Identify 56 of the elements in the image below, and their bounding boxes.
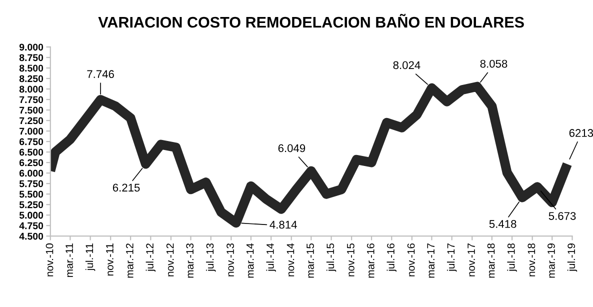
x-tick-label: jul.-16 <box>386 243 396 272</box>
x-tick-label: mar.-18 <box>487 243 495 278</box>
x-tick-label: jul.-19 <box>567 244 578 272</box>
y-tick-label: 6.000 <box>19 170 44 177</box>
x-tick-label: nov.-11 <box>106 244 114 276</box>
y-tick-label: 7.250 <box>20 117 44 124</box>
x-tick-label: mar.-16 <box>366 243 374 278</box>
y-tick-label: 7.750 <box>20 96 44 104</box>
data-label: 6.215 <box>112 184 140 192</box>
x-tick-label: jul.-17 <box>446 244 457 272</box>
y-tick-label: 4.750 <box>19 222 44 230</box>
x-tick-label: jul.-13 <box>206 243 216 272</box>
y-tick-label: 7.500 <box>20 106 44 114</box>
y-tick-label: 5.500 <box>19 190 44 198</box>
data-label: 8.058 <box>480 60 508 68</box>
x-tick-label: mar.-11 <box>66 244 73 277</box>
x-tick-label: nov.-17 <box>468 244 475 276</box>
data-label: 6213 <box>569 129 593 137</box>
y-tick-label: 8.500 <box>19 64 44 72</box>
x-tick-label: nov.-15 <box>347 243 354 276</box>
data-label: 5.418 <box>489 220 516 228</box>
x-tick-label: mar.-13 <box>186 243 194 278</box>
y-tick-label: 5.250 <box>19 201 44 208</box>
data-label: 4.814 <box>270 220 297 229</box>
x-tick-label: mar.-19 <box>548 244 555 278</box>
x-tick-label: nov.-16 <box>407 243 415 276</box>
chart-title: VARIACION COSTO REMODELACION BAÑO EN DOLARES <box>98 14 524 28</box>
x-tick-label: mar.-17 <box>427 244 435 278</box>
x-tick-label: jul.-15 <box>326 243 336 272</box>
x-tick-label: nov.-14 <box>286 243 294 276</box>
x-tick-label: nov.-12 <box>166 244 174 276</box>
y-tick-label: 4.500 <box>19 232 44 240</box>
y-tick-label: 9.000 <box>19 44 44 51</box>
x-tick-label: jul.-14 <box>266 243 276 272</box>
y-tick-label: 6.500 <box>19 148 44 156</box>
x-tick-label: mar.-14 <box>246 243 254 278</box>
y-tick-label: 6.250 <box>19 159 44 166</box>
x-tick-label: jul.-11 <box>85 244 96 271</box>
data-label: 6.049 <box>278 144 306 152</box>
y-tick-label: 5.750 <box>19 180 44 188</box>
x-tick-label: nov.-18 <box>528 243 536 276</box>
y-tick-label: 7.000 <box>20 128 44 135</box>
y-tick-label: 5.000 <box>19 212 44 219</box>
x-tick-label: jul.-12 <box>146 244 156 272</box>
data-label: 8.024 <box>393 61 420 70</box>
x-tick-label: nov.-10 <box>46 243 54 276</box>
y-tick-label: 8.250 <box>19 75 44 82</box>
y-tick-label: 8.000 <box>19 86 44 93</box>
data-label: 5.673 <box>548 212 576 220</box>
data-label: 7.746 <box>87 70 114 78</box>
x-tick-label: mar.-12 <box>126 244 134 278</box>
y-tick-label: 8.750 <box>19 54 44 62</box>
x-tick-label: mar.-15 <box>306 243 314 278</box>
x-tick-label: jul.-18 <box>507 243 517 272</box>
y-tick-label: 6.750 <box>19 138 44 146</box>
x-tick-label: nov.-13 <box>226 243 234 276</box>
